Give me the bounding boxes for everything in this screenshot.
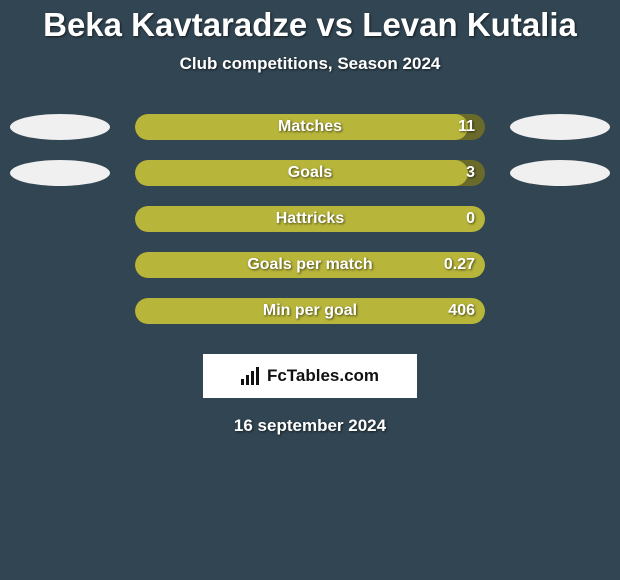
comparison-chart: Matches11 Goals3 Hattricks0 Goals per match… <box>0 104 620 334</box>
bar-label: Min per goal <box>135 298 485 324</box>
bar-label: Hattricks <box>135 206 485 232</box>
bar-track: Hattricks0 <box>135 206 485 232</box>
bar-value: 3 <box>466 160 475 186</box>
date-label: 16 september 2024 <box>0 416 620 436</box>
chart-icon <box>241 367 261 385</box>
subtitle: Club competitions, Season 2024 <box>0 54 620 74</box>
branding-badge: FcTables.com <box>203 354 417 398</box>
left-ellipse <box>10 114 110 140</box>
bar-track: Goals per match0.27 <box>135 252 485 278</box>
bar-track: Goals3 <box>135 160 485 186</box>
stat-row: Hattricks0 <box>0 196 620 242</box>
bar-label: Goals per match <box>135 252 485 278</box>
bar-track: Min per goal406 <box>135 298 485 324</box>
stat-row: Goals per match0.27 <box>0 242 620 288</box>
right-ellipse <box>510 114 610 140</box>
bar-value: 0.27 <box>444 252 475 278</box>
left-ellipse <box>10 160 110 186</box>
bar-track: Matches11 <box>135 114 485 140</box>
right-ellipse <box>510 160 610 186</box>
branding-text: FcTables.com <box>267 366 379 386</box>
stat-row: Min per goal406 <box>0 288 620 334</box>
page-title: Beka Kavtaradze vs Levan Kutalia <box>0 0 620 44</box>
stat-row: Goals3 <box>0 150 620 196</box>
bar-label: Goals <box>135 160 485 186</box>
bar-value: 0 <box>466 206 475 232</box>
bar-value: 406 <box>448 298 475 324</box>
bar-value: 11 <box>458 114 475 140</box>
bar-label: Matches <box>135 114 485 140</box>
stat-row: Matches11 <box>0 104 620 150</box>
